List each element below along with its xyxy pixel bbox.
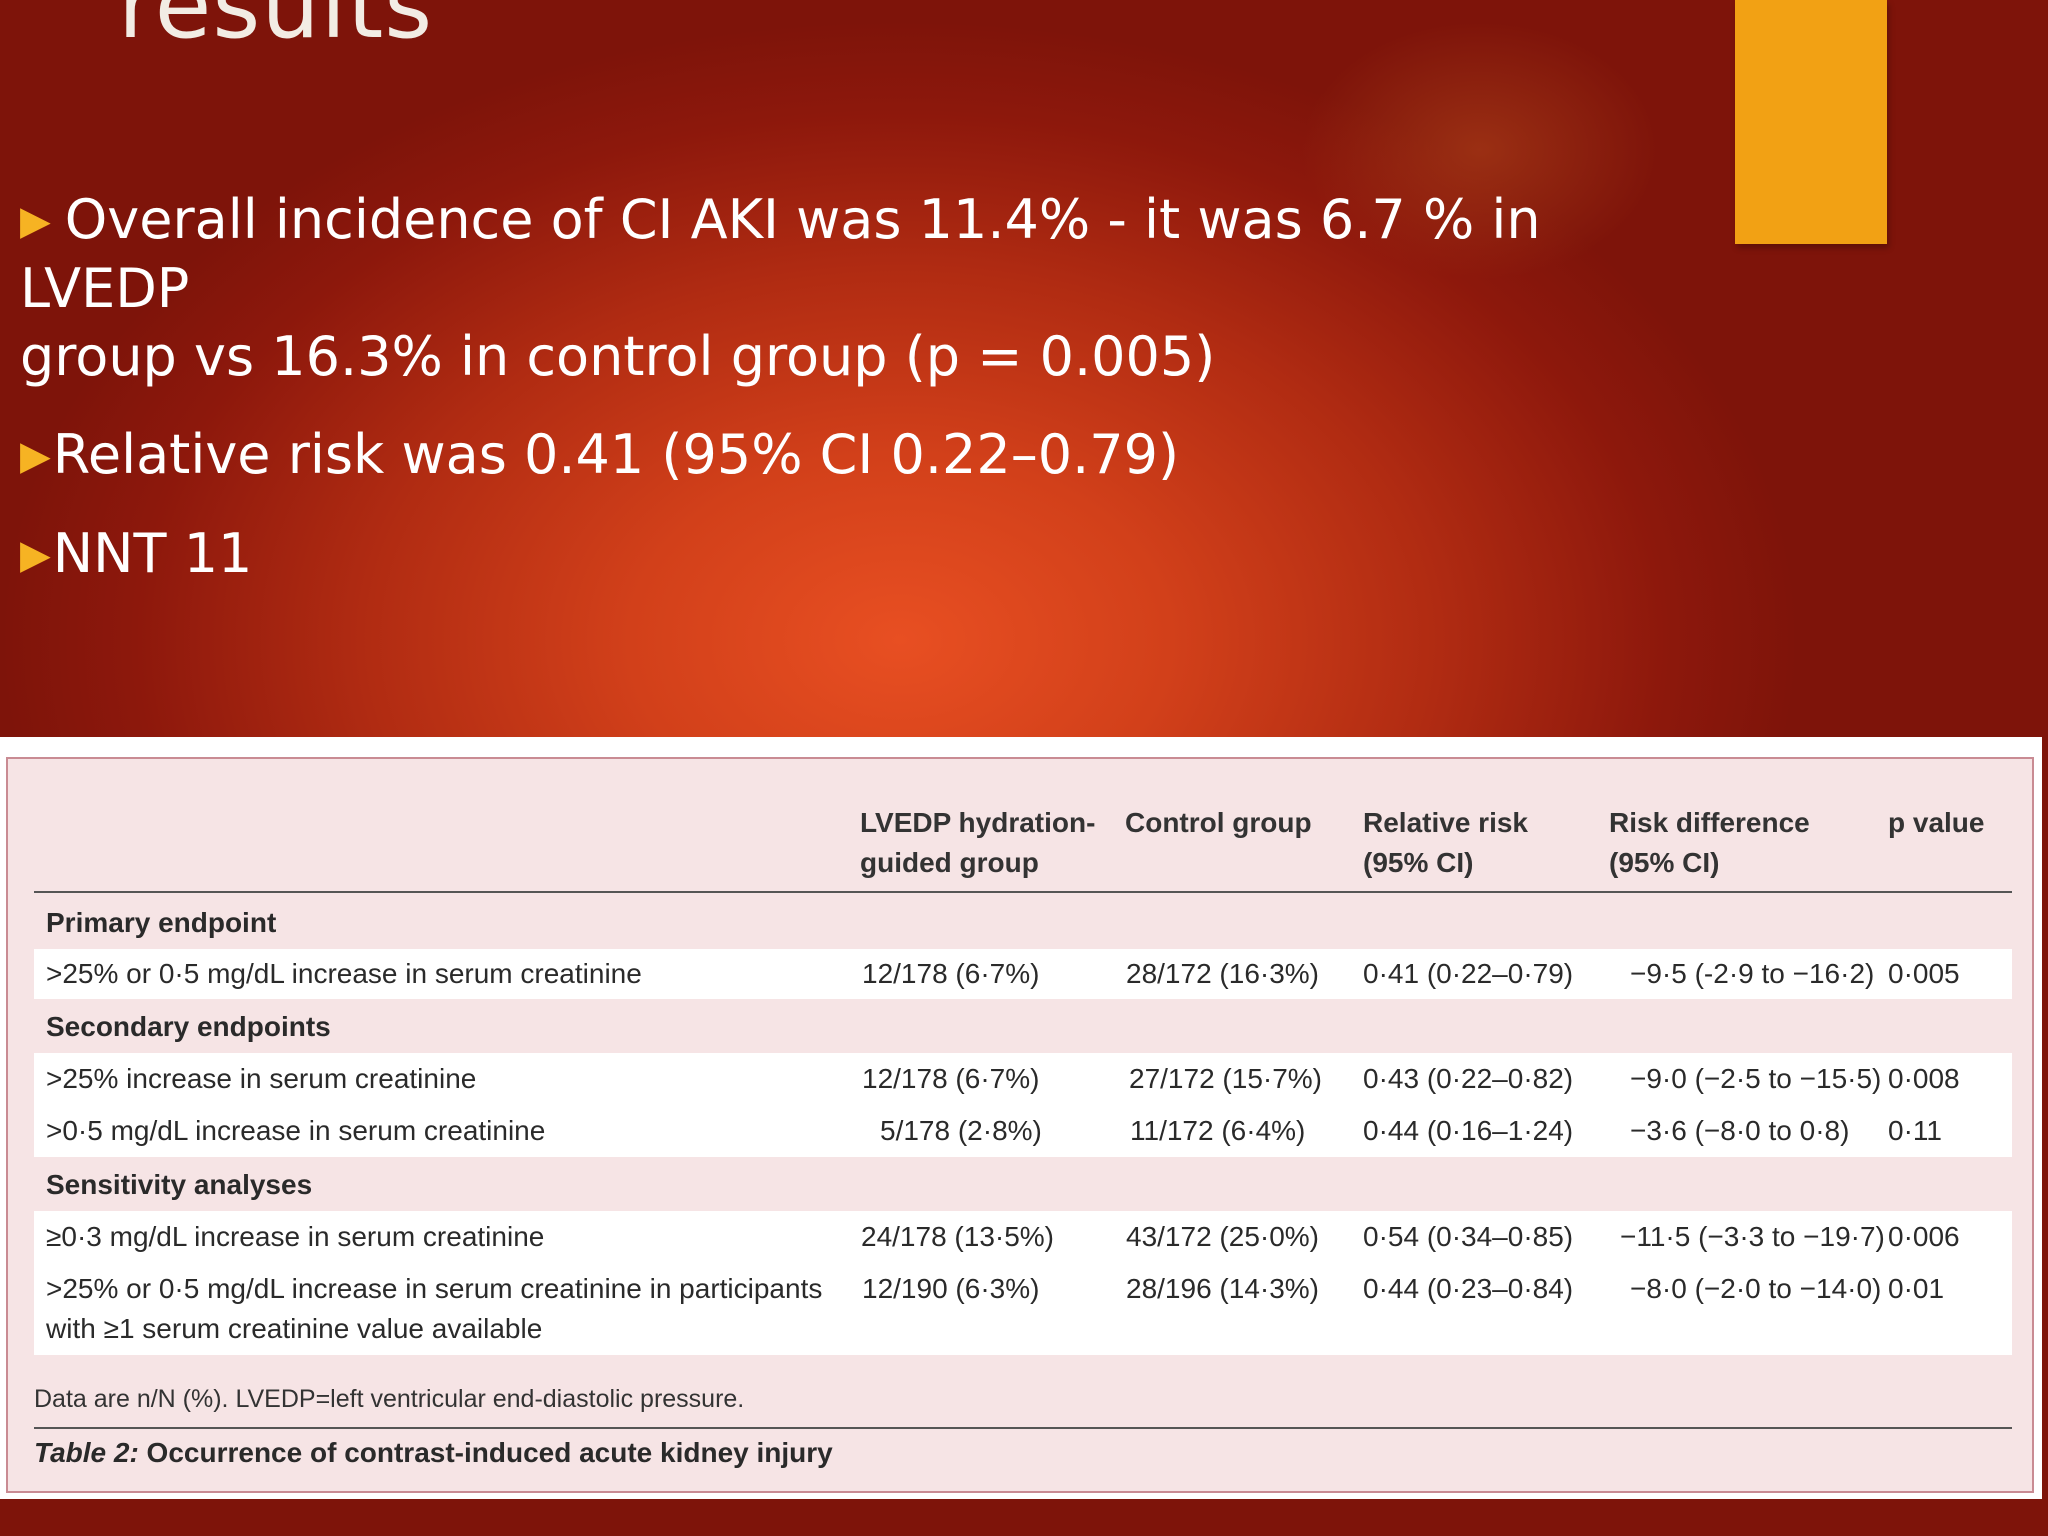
cell-relative-risk: 0·54 (0·34–0·85) bbox=[1363, 1221, 1574, 1252]
row-label-continued: with ≥1 serum creatinine value available bbox=[46, 1313, 543, 1344]
cell-control: 28/196 (14·3%) bbox=[1126, 1273, 1320, 1304]
table-row-group: ≥0·3 mg/dL increase in serum creatinine … bbox=[34, 1211, 2012, 1355]
header-lvedp: LVEDP hydration- guided group bbox=[860, 803, 1095, 883]
header-risk-difference: Risk difference (95% CI) bbox=[1609, 803, 1810, 883]
cell-relative-risk: 0·44 (0·23–0·84) bbox=[1363, 1273, 1574, 1304]
row-label: ≥0·3 mg/dL increase in serum creatinine bbox=[46, 1221, 545, 1252]
row-label: >25% or 0·5 mg/dL increase in serum crea… bbox=[46, 1273, 823, 1304]
header-line: p value bbox=[1888, 807, 1985, 838]
accent-bar bbox=[1735, 0, 1887, 244]
header-line: Risk difference bbox=[1609, 807, 1810, 838]
section-secondary-endpoints: Secondary endpoints bbox=[46, 1011, 331, 1042]
bullet-text-line1: Overall incidence of CI AKI was 11.4% - … bbox=[20, 188, 1541, 320]
bullet-arrow-icon: ▶ bbox=[20, 532, 51, 578]
bullet-list: ▶ Overall incidence of CI AKI was 11.4% -… bbox=[20, 186, 1720, 619]
section-sensitivity-analyses: Sensitivity analyses bbox=[46, 1169, 313, 1200]
bullet-text: NNT 11 bbox=[52, 522, 253, 585]
bullet-text: Relative risk was 0.41 (95% CI 0.22–0.79… bbox=[52, 423, 1180, 486]
row-label: >25% or 0·5 mg/dL increase in serum crea… bbox=[46, 958, 642, 989]
cell-risk-difference: −8·0 (−2·0 to −14·0) bbox=[1630, 1273, 1882, 1304]
cell-control: 43/172 (25·0%) bbox=[1126, 1221, 1320, 1252]
header-control: Control group bbox=[1125, 803, 1312, 843]
header-rule bbox=[34, 891, 2012, 893]
cell-lvedp: 12/190 (6·3%) bbox=[862, 1273, 1040, 1304]
cell-control: 28/172 (16·3%) bbox=[1126, 958, 1320, 989]
bullet-nnt: ▶NNT 11 bbox=[20, 520, 1720, 589]
bullet-relative-risk: ▶Relative risk was 0.41 (95% CI 0.22–0.7… bbox=[20, 421, 1720, 490]
table-row-group: >25% increase in serum creatinine 12/178… bbox=[34, 1053, 2012, 1157]
table-row: >25% or 0·5 mg/dL increase in serum crea… bbox=[34, 949, 2012, 999]
cell-lvedp: 5/178 (2·8%) bbox=[880, 1115, 1042, 1146]
cell-lvedp: 24/178 (13·5%) bbox=[861, 1221, 1055, 1252]
background-glow bbox=[1300, 20, 1660, 280]
cell-lvedp: 12/178 (6·7%) bbox=[862, 1063, 1040, 1094]
bullet-text-line2: group vs 16.3% in control group (p = 0.0… bbox=[20, 325, 1216, 388]
cell-p-value: 0·01 bbox=[1888, 1273, 1945, 1304]
slide-title: results bbox=[118, 0, 434, 59]
table-footnote: Data are n/N (%). LVEDP=left ventricular… bbox=[34, 1385, 745, 1413]
cell-control: 27/172 (15·7%) bbox=[1129, 1063, 1323, 1094]
row-label: >25% increase in serum creatinine bbox=[46, 1063, 477, 1094]
header-line: (95% CI) bbox=[1363, 847, 1474, 878]
bullet-incidence: ▶ Overall incidence of CI AKI was 11.4% -… bbox=[20, 186, 1720, 391]
cell-risk-difference: −11·5 (−3·3 to −19·7) bbox=[1620, 1221, 1885, 1252]
cell-p-value: 0·006 bbox=[1888, 1221, 1960, 1252]
cell-risk-difference: −9·5 (-2·9 to −16·2) bbox=[1630, 958, 1875, 989]
header-line: guided group bbox=[860, 847, 1039, 878]
header-line: (95% CI) bbox=[1609, 847, 1720, 878]
cell-lvedp: 12/178 (6·7%) bbox=[862, 958, 1040, 989]
table-caption: Table 2: Occurrence of contrast-induced … bbox=[34, 1437, 833, 1469]
cell-p-value: 0·005 bbox=[1888, 958, 1960, 989]
caption-label: Table 2: bbox=[34, 1437, 139, 1468]
cell-risk-difference: −3·6 (−8·0 to 0·8) bbox=[1630, 1115, 1850, 1146]
row-label: >0·5 mg/dL increase in serum creatinine bbox=[46, 1115, 546, 1146]
bullet-arrow-icon: ▶ bbox=[20, 433, 51, 479]
results-table: LVEDP hydration- guided group Control gr… bbox=[6, 757, 2034, 1493]
cell-p-value: 0·11 bbox=[1888, 1115, 1942, 1146]
cell-relative-risk: 0·43 (0·22–0·82) bbox=[1363, 1063, 1574, 1094]
cell-relative-risk: 0·44 (0·16–1·24) bbox=[1363, 1115, 1574, 1146]
header-line: LVEDP hydration- bbox=[860, 807, 1096, 838]
footer-rule bbox=[34, 1427, 2012, 1429]
cell-control: 11/172 (6·4%) bbox=[1130, 1115, 1306, 1146]
section-primary-endpoint: Primary endpoint bbox=[46, 907, 277, 938]
caption-text: Occurrence of contrast-induced acute kid… bbox=[138, 1437, 833, 1468]
header-line: Relative risk bbox=[1363, 807, 1528, 838]
header-line: Control group bbox=[1125, 807, 1312, 838]
cell-p-value: 0·008 bbox=[1888, 1063, 1960, 1094]
cell-risk-difference: −9·0 (−2·5 to −15·5) bbox=[1630, 1063, 1882, 1094]
bullet-arrow-icon: ▶ bbox=[20, 198, 51, 244]
table-image-panel: LVEDP hydration- guided group Control gr… bbox=[0, 737, 2042, 1499]
header-relative-risk: Relative risk (95% CI) bbox=[1363, 803, 1528, 883]
cell-relative-risk: 0·41 (0·22–0·79) bbox=[1363, 958, 1574, 989]
header-p-value: p value bbox=[1888, 803, 1984, 843]
